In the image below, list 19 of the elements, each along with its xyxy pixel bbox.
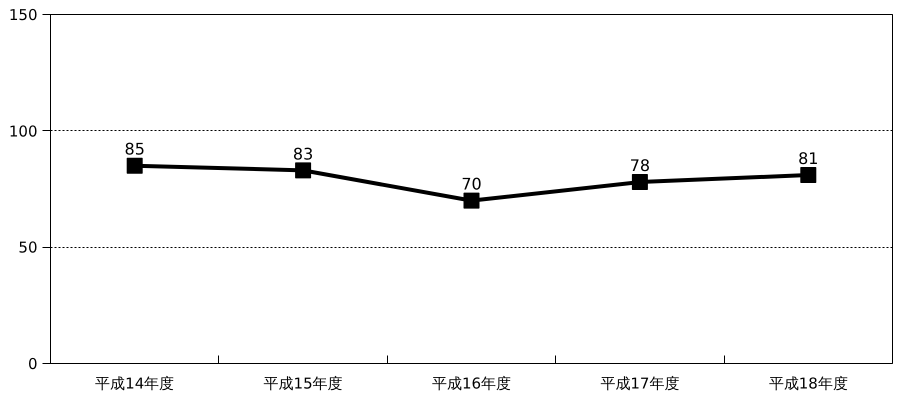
x-tick-label: 平成16年度 [432, 374, 512, 392]
point [126, 158, 143, 174]
y-tick-label: 50 [18, 238, 38, 257]
x-tick-label: 平成18年度 [768, 374, 848, 392]
data-label: 81 [798, 149, 818, 168]
y-tick-label: 150 [8, 6, 38, 24]
data-label: 70 [461, 174, 482, 194]
data-label: 85 [124, 140, 145, 159]
x-tick-label: 平成15年度 [264, 374, 343, 392]
x-tick-label: 平成14年度 [95, 374, 174, 392]
data-label: 83 [292, 144, 314, 164]
point [632, 174, 648, 190]
data-label: 78 [630, 156, 650, 176]
point [464, 192, 480, 209]
x-tick-label: 平成17年度 [600, 374, 680, 392]
y-tick-label: 0 [28, 355, 38, 373]
point [295, 162, 312, 178]
point [800, 167, 816, 184]
y-tick-label: 100 [8, 122, 38, 140]
